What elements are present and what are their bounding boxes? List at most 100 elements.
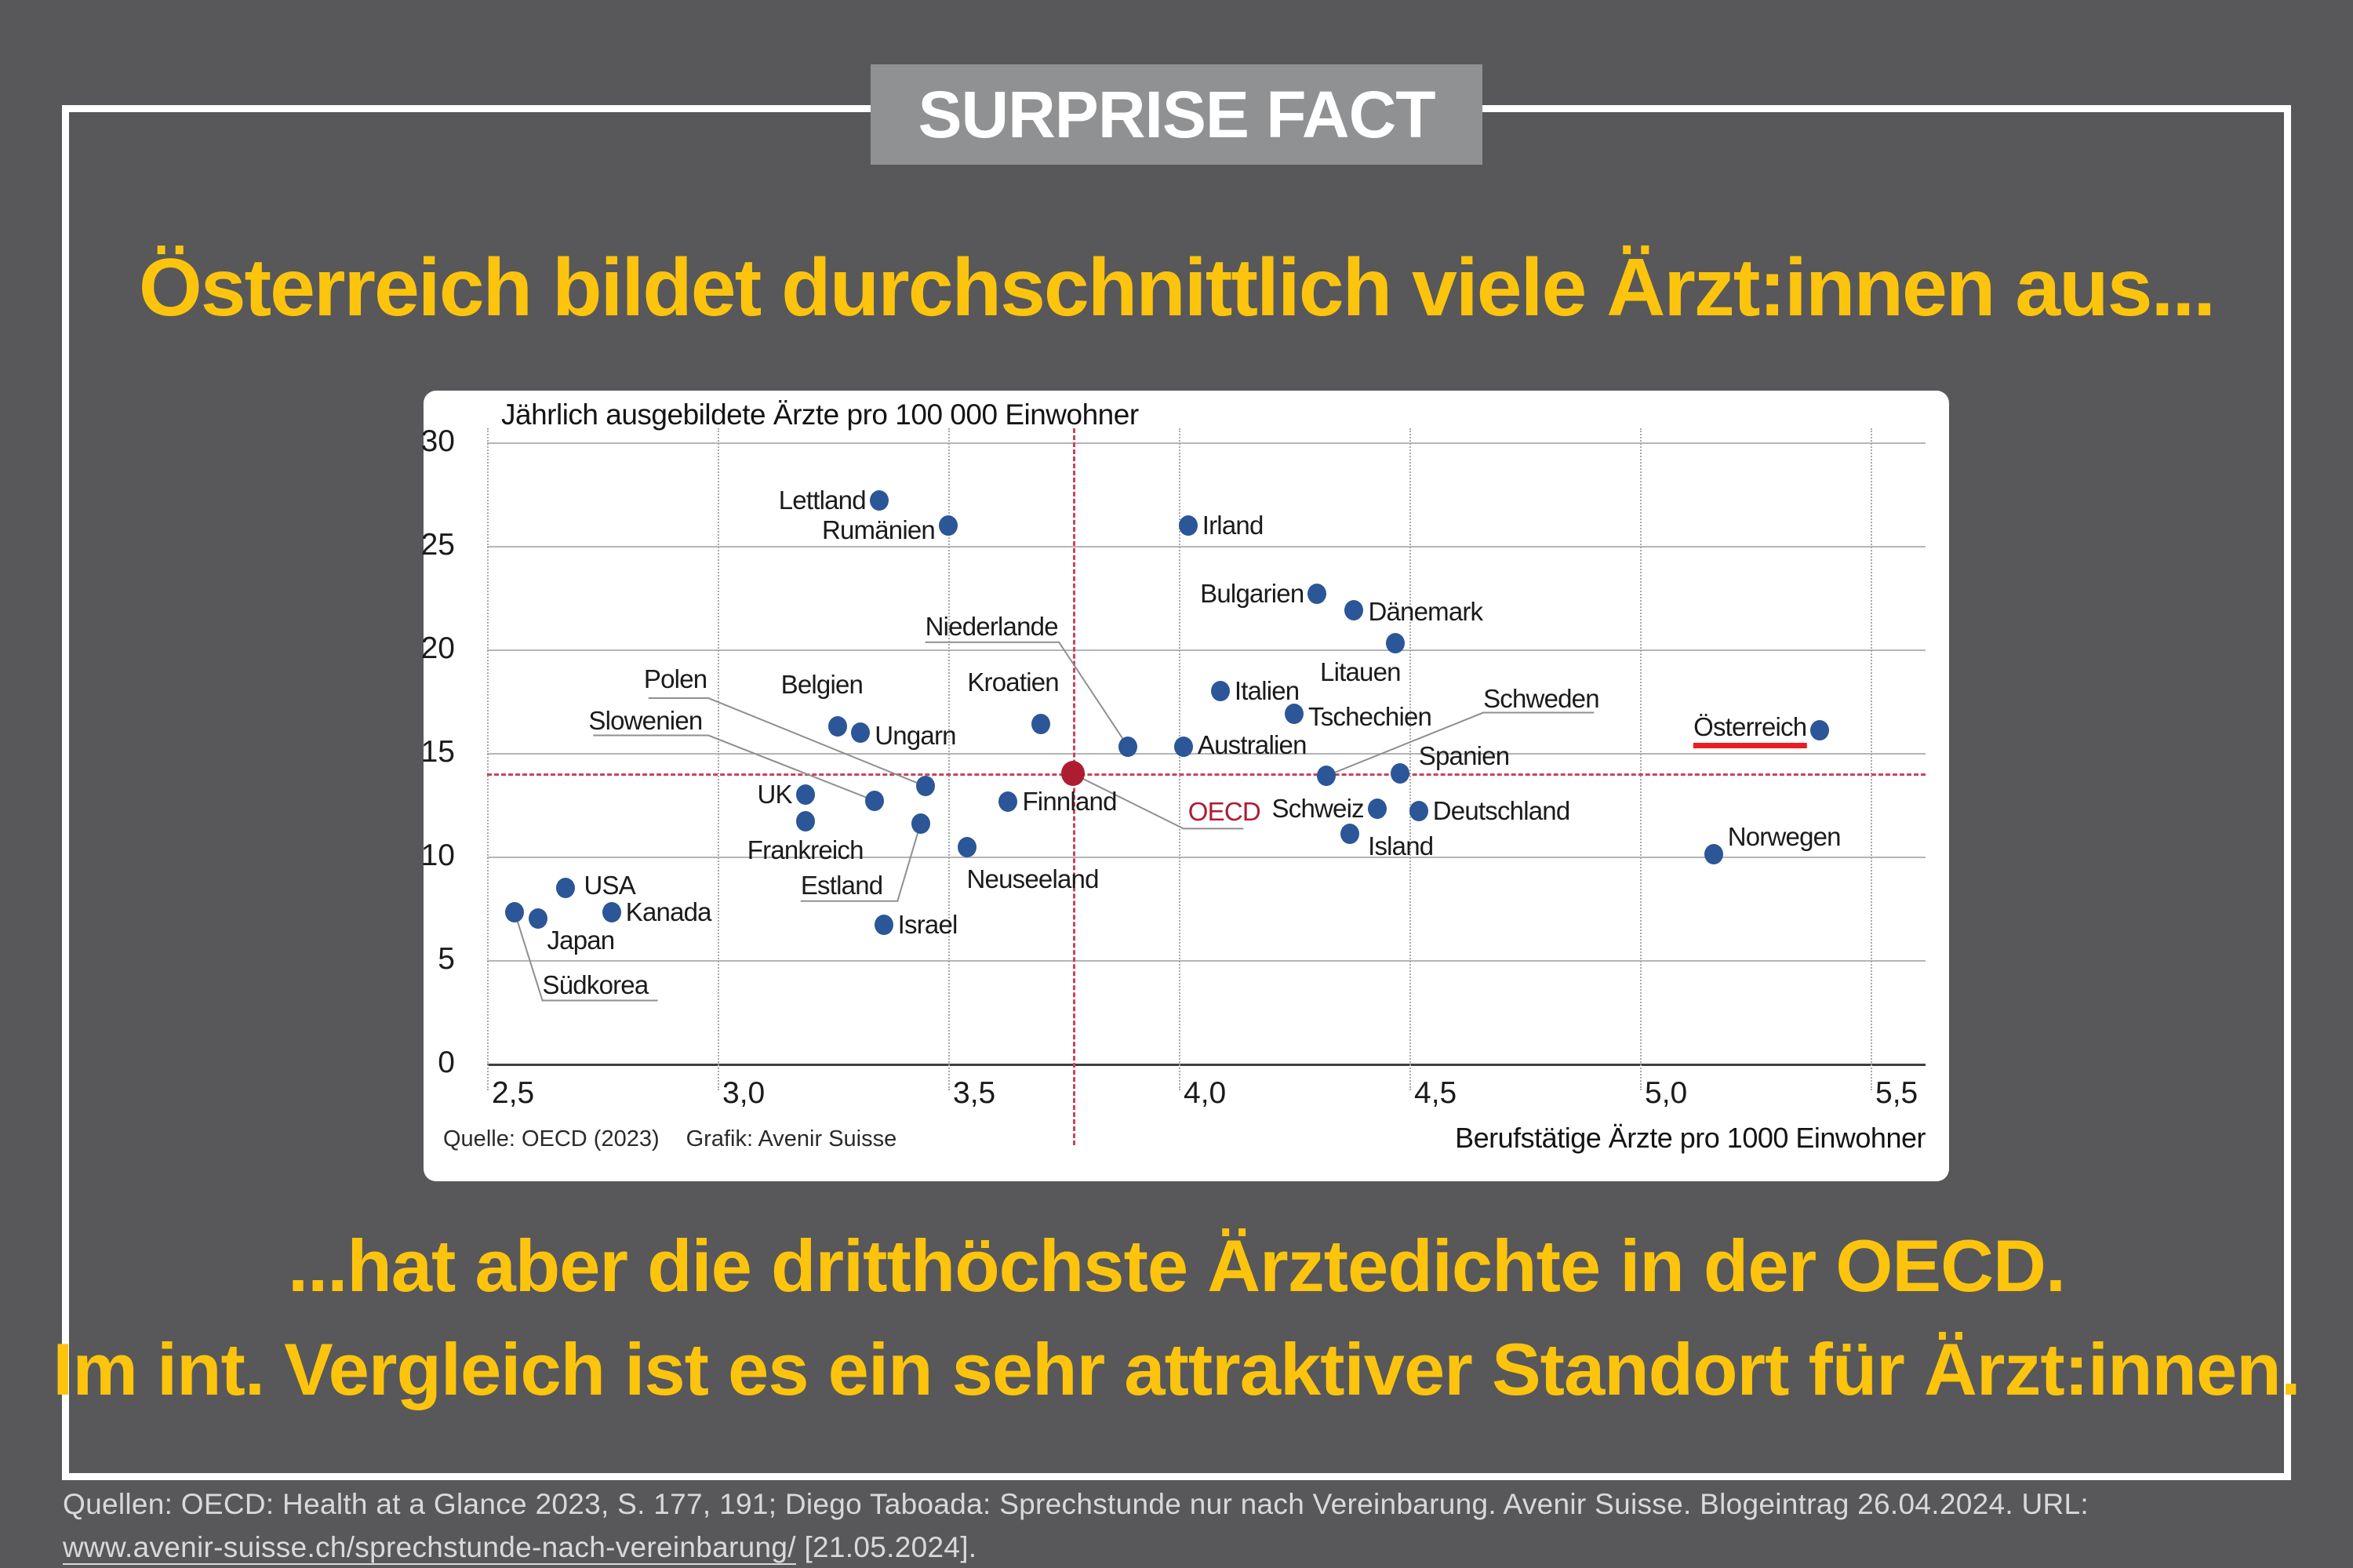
- gridline-x-4,5: [1409, 428, 1411, 1090]
- point-label-Lettland: Lettland: [778, 485, 867, 515]
- data-point-Polen: [915, 776, 935, 797]
- data-point-Rumänien: [939, 515, 958, 536]
- x-tick-label: 5,0: [1645, 1076, 1688, 1110]
- footer-line-1: Quellen: OECD: Health at a Glance 2023, …: [63, 1488, 2089, 1520]
- gridline-x-5,5: [1871, 428, 1872, 1090]
- data-point-Kroatien: [1031, 714, 1050, 735]
- x-tick-label: 3,0: [722, 1076, 766, 1110]
- point-label-Australien: Australien: [1197, 730, 1307, 760]
- data-point-Irland: [1178, 515, 1198, 536]
- point-label-Österreich: Österreich: [1693, 712, 1807, 748]
- data-point-Schweiz: [1367, 799, 1387, 820]
- data-point-Ungarn: [851, 722, 871, 743]
- point-label-Norwegen: Norwegen: [1727, 821, 1842, 851]
- point-label-Spanien: Spanien: [1418, 740, 1510, 770]
- x-tick-label: 4,0: [1184, 1076, 1227, 1110]
- point-label-USA: USA: [584, 870, 635, 900]
- gridline-y-0: [487, 1064, 1926, 1066]
- point-label-Deutschland: Deutschland: [1432, 795, 1570, 825]
- point-label-Estland: Estland: [800, 870, 883, 900]
- point-label-Slowenien: Slowenien: [588, 706, 703, 736]
- gridline-y-25: [487, 546, 1926, 548]
- point-label-Südkorea: Südkorea: [542, 970, 649, 999]
- point-label-Finnland: Finnland: [1022, 787, 1117, 817]
- gridline-x-3,5: [948, 428, 950, 1090]
- chart-source-text: Quelle: OECD (2023): [443, 1126, 660, 1151]
- point-label-Litauen: Litauen: [1320, 657, 1401, 687]
- point-label-Polen: Polen: [643, 664, 707, 694]
- point-label-Schweden: Schweden: [1483, 684, 1600, 714]
- y-tick-label: 25: [420, 528, 455, 562]
- data-point-UK: [795, 784, 815, 805]
- x-tick-label: 2,5: [492, 1076, 535, 1110]
- headline: Österreich bildet durchschnittlich viele…: [138, 242, 2216, 333]
- gridline-y-5: [487, 960, 1926, 962]
- point-label-Irland: Irland: [1202, 510, 1264, 540]
- point-label-Japan: Japan: [547, 925, 615, 955]
- data-point-Neuseeland: [957, 837, 976, 858]
- data-point-Kanada: [602, 902, 621, 923]
- y-tick-label: 0: [438, 1046, 455, 1079]
- source-footer: Quellen: OECD: Health at a Glance 2023, …: [63, 1483, 2089, 1568]
- source-link[interactable]: www.avenir-suisse.ch/sprechstunde-nach-v…: [63, 1531, 796, 1565]
- gridline-x-4,0: [1179, 428, 1180, 1090]
- chart-y-axis-title: Jährlich ausgebildete Ärzte pro 100 000 …: [501, 398, 1139, 431]
- data-point-Deutschland: [1409, 800, 1428, 821]
- point-label-Israel: Israel: [897, 910, 958, 940]
- data-point-Tschechien: [1285, 703, 1304, 724]
- data-point-Italien: [1210, 680, 1230, 701]
- data-point-Belgien: [827, 715, 847, 737]
- point-label-Ungarn: Ungarn: [875, 720, 956, 750]
- gridline-y-10: [487, 857, 1926, 858]
- gridline-y-15: [487, 753, 1926, 755]
- point-label-Niederlande: Niederlande: [925, 611, 1059, 641]
- point-label-Island: Island: [1368, 831, 1434, 860]
- y-tick-label: 20: [420, 631, 455, 665]
- point-label-OECD: OECD: [1187, 797, 1261, 827]
- data-point-Island: [1340, 823, 1359, 844]
- point-label-Bulgarien: Bulgarien: [1200, 578, 1304, 608]
- leader-lines: [514, 641, 1595, 1002]
- point-label-Italien: Italien: [1234, 675, 1300, 705]
- gridline-y-30: [487, 442, 1926, 444]
- point-label-Kroatien: Kroatien: [967, 668, 1059, 697]
- leader-line-Slowenien: [593, 734, 875, 802]
- data-point-Dänemark: [1344, 599, 1364, 620]
- data-point-USA: [555, 877, 575, 898]
- gridline-x-5,0: [1640, 428, 1642, 1090]
- point-label-Tschechien: Tschechien: [1308, 701, 1432, 731]
- data-point-Lettland: [869, 489, 889, 511]
- point-label-Kanada: Kanada: [625, 897, 712, 927]
- scatter-plot: 0 5 10 15 20 25 30 2,5 3,0 3,5 4,0 4,5 5,0 5,5 Lettlan…: [421, 391, 1949, 1181]
- point-label-Rumänien: Rumänien: [821, 515, 936, 544]
- point-label-Schweiz: Schweiz: [1271, 794, 1365, 824]
- surprise-fact-badge: SURPRISE FACT: [871, 64, 1482, 165]
- gridline-y-20: [487, 649, 1926, 651]
- footer-access-date: [21.05.2024].: [795, 1531, 977, 1563]
- data-point-Frankreich: [795, 811, 815, 832]
- data-point-Norwegen: [1704, 844, 1724, 865]
- subtitle: ...hat aber die dritthöchste Ärztedichte…: [0, 1214, 2353, 1421]
- data-point-Finnland: [998, 791, 1018, 813]
- data-point-Österreich: [1810, 719, 1830, 740]
- data-point-Japan: [528, 908, 547, 930]
- point-label-Neuseeland: Neuseeland: [966, 864, 1100, 894]
- data-point-Spanien: [1391, 763, 1410, 784]
- y-tick-label: 10: [420, 839, 455, 872]
- x-tick-label: 3,5: [953, 1076, 996, 1110]
- subtitle-line-2: Im int. Vergleich ist es ein sehr attrak…: [53, 1328, 2301, 1410]
- data-point-Estland: [911, 813, 930, 834]
- y-tick-label: 15: [420, 735, 455, 769]
- point-label-UK: UK: [757, 779, 792, 809]
- footer-line-2: www.avenir-suisse.ch/sprechstunde-nach-v…: [63, 1526, 2089, 1568]
- point-label-Belgien: Belgien: [780, 669, 864, 699]
- badge-label: SURPRISE FACT: [918, 77, 1435, 151]
- y-tick-label: 30: [420, 424, 455, 458]
- chart-credit-text: Grafik: Avenir Suisse: [686, 1126, 897, 1151]
- y-tick-label: 5: [438, 942, 455, 976]
- chart-source: Quelle: OECD (2023) Grafik: Avenir Suisse: [443, 1126, 896, 1152]
- x-tick-label: 4,5: [1414, 1076, 1457, 1110]
- chart-panel: Jährlich ausgebildete Ärzte pro 100 000 …: [421, 391, 1949, 1181]
- data-point-Israel: [874, 915, 893, 936]
